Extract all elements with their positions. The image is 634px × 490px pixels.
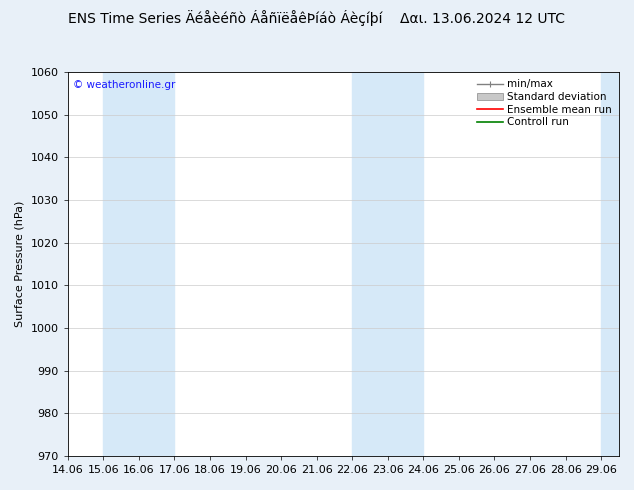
Text: © weatheronline.gr: © weatheronline.gr <box>73 80 176 90</box>
Bar <box>353 72 424 456</box>
Y-axis label: Surface Pressure (hPa): Surface Pressure (hPa) <box>15 201 25 327</box>
Text: ENS Time Series Äéåèéñò ÁåñïëåêÞíáò Áèçíþí    Δαι. 13.06.2024 12 UTC: ENS Time Series Äéåèéñò ÁåñïëåêÞíáò Áèçí… <box>68 10 566 26</box>
Bar <box>103 72 174 456</box>
Bar <box>601 72 619 456</box>
Legend: min/max, Standard deviation, Ensemble mean run, Controll run: min/max, Standard deviation, Ensemble me… <box>475 77 614 129</box>
